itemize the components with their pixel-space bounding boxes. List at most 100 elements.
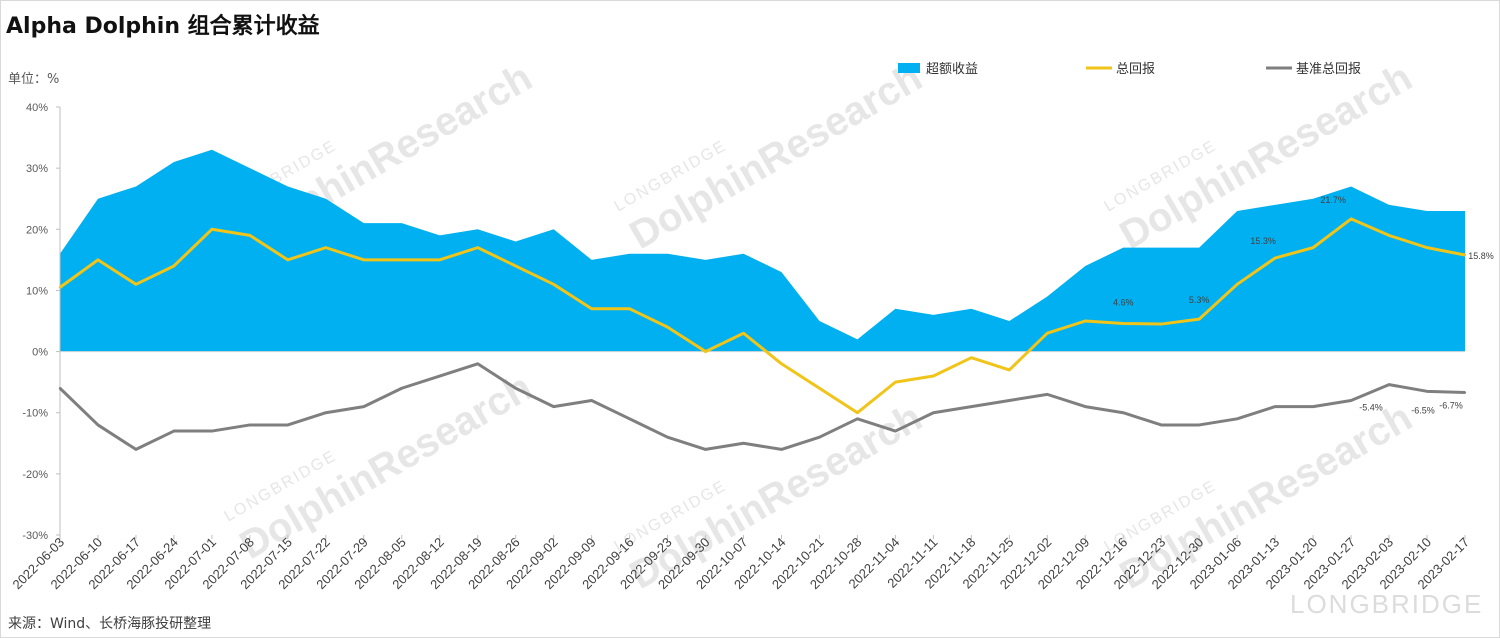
y-tick-label: 10% xyxy=(26,285,48,297)
series-2-point xyxy=(1387,383,1391,386)
series-1-point xyxy=(438,258,441,262)
series-2-point xyxy=(324,411,328,414)
data-label: 5.3% xyxy=(1189,295,1210,305)
source-note: 来源：Wind、长桥海豚投研整理 xyxy=(8,616,212,632)
series-2-point xyxy=(1160,423,1163,427)
series-2-point xyxy=(400,387,403,390)
series-1-point xyxy=(476,246,479,249)
series-1-point xyxy=(172,264,176,268)
series-1-point xyxy=(1387,234,1391,237)
series-1-point xyxy=(1084,319,1087,323)
series-1-point xyxy=(1425,246,1429,249)
series-1-point xyxy=(1273,256,1277,260)
series-1-point xyxy=(1235,283,1239,286)
series-2-point xyxy=(818,435,821,439)
y-tick-label: -10% xyxy=(22,408,48,420)
y-tick-label: 40% xyxy=(26,102,48,114)
series-1-point xyxy=(96,258,100,262)
series-2-point xyxy=(438,374,441,378)
series-1-point xyxy=(704,350,707,353)
series-1-point xyxy=(666,325,669,329)
series-2-point xyxy=(1197,423,1201,427)
legend-swatch xyxy=(898,63,920,73)
series-1-point xyxy=(628,307,631,310)
series-2-point xyxy=(970,405,973,408)
series-2-point xyxy=(1235,417,1239,421)
data-label: -6.7% xyxy=(1439,401,1463,411)
series-1-point xyxy=(1349,217,1353,221)
series-2-point xyxy=(248,423,252,427)
series-2-point xyxy=(552,405,555,408)
series-2-point xyxy=(210,429,214,433)
series-1-point xyxy=(1160,322,1163,326)
series-1-point xyxy=(856,411,859,414)
series-1-point xyxy=(590,307,593,310)
series-1-point xyxy=(1122,322,1125,325)
legend-label: 超额收益 xyxy=(926,62,978,77)
series-1-point xyxy=(362,258,365,262)
series-1-point xyxy=(932,374,935,378)
series-2-point xyxy=(1084,405,1087,408)
series-1-point xyxy=(248,234,252,237)
label-layer: 4.6% 5.3% 15.3% 21.7% 15.8% -5.4% -6.5% -6.7% xyxy=(1113,195,1494,415)
series-2-point xyxy=(894,429,897,433)
series-1-point xyxy=(894,380,897,384)
series-2-point xyxy=(742,442,745,445)
series-1-point xyxy=(1311,246,1315,249)
series-1-point xyxy=(1008,368,1011,372)
series-2-point xyxy=(1046,393,1049,396)
series-1-point xyxy=(818,387,821,390)
series-2-point xyxy=(1008,399,1011,402)
data-label: 15.8% xyxy=(1468,251,1494,261)
series-1-point xyxy=(970,356,973,359)
y-tick-label: 20% xyxy=(26,224,48,236)
series-2-point xyxy=(666,435,669,439)
series-1-point xyxy=(780,362,783,365)
area-layer xyxy=(60,149,1465,352)
series-2-point xyxy=(704,448,707,451)
series-2-point xyxy=(1273,405,1277,408)
series-2-point xyxy=(514,387,517,390)
series-1-point xyxy=(1463,253,1467,257)
series-2-point xyxy=(134,448,138,451)
series-1-point xyxy=(552,283,555,286)
series-2-point xyxy=(1122,411,1125,414)
series-1-point xyxy=(400,258,403,262)
series-2-point xyxy=(780,448,783,451)
legend: 超额收益 总回报 基准总回报 xyxy=(898,62,1361,77)
data-label: 21.7% xyxy=(1320,195,1346,205)
series-2-point xyxy=(476,362,479,365)
chart-title: Alpha Dolphin 组合累计收益 xyxy=(6,14,320,39)
series-2-point xyxy=(362,405,365,408)
series-area-excess-return xyxy=(60,149,1465,352)
series-1-point xyxy=(324,246,328,249)
series-1-point xyxy=(210,228,214,231)
unit-label: 单位：% xyxy=(8,72,60,87)
data-label: 4.6% xyxy=(1113,297,1134,307)
legend-label: 总回报 xyxy=(1116,62,1155,77)
series-1-point xyxy=(514,264,517,268)
series-2-point xyxy=(172,429,176,433)
watermark-brand: DolphinResearch xyxy=(623,55,930,258)
y-tick-label: 0% xyxy=(32,347,48,359)
series-2-point xyxy=(286,423,290,427)
data-label: 15.3% xyxy=(1250,236,1276,246)
series-2-point xyxy=(590,399,593,402)
series-line-1 xyxy=(59,217,1466,415)
legend-label: 基准总回报 xyxy=(1296,62,1361,77)
series-1-point xyxy=(1197,317,1201,321)
series-2-point xyxy=(628,417,631,421)
series-2-point xyxy=(1311,405,1315,408)
series-line-2 xyxy=(58,362,1466,451)
series-1-point xyxy=(134,283,138,286)
data-label: -5.4% xyxy=(1359,403,1383,413)
series-2-point xyxy=(1349,399,1353,402)
y-tick-label: 30% xyxy=(26,163,48,175)
line-layer xyxy=(58,217,1467,451)
series-2-point xyxy=(856,417,859,421)
y-tick-label: -20% xyxy=(22,469,48,481)
series-2-point xyxy=(96,423,100,427)
